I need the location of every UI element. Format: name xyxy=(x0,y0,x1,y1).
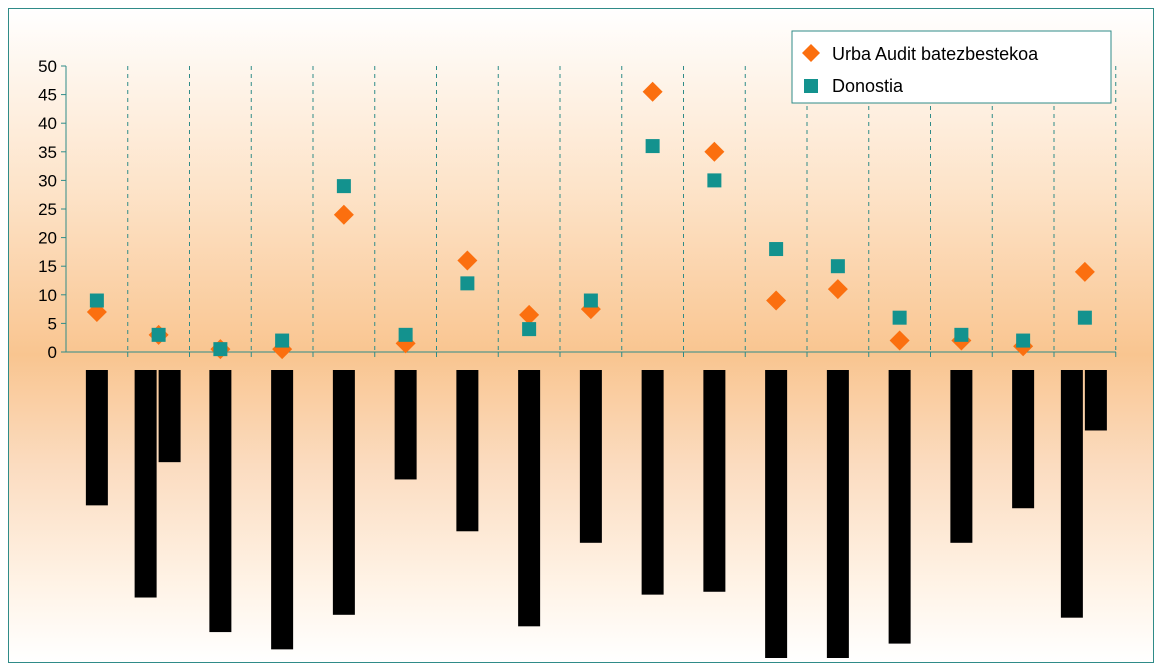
point-donostia xyxy=(707,173,722,188)
legend: Urba Audit batezbestekoa Donostia xyxy=(791,30,1112,104)
point-donostia xyxy=(583,293,598,308)
bar xyxy=(579,370,602,543)
point-donostia xyxy=(336,179,351,194)
bar xyxy=(158,370,181,463)
bar xyxy=(765,370,788,658)
bar xyxy=(641,370,664,595)
point-urba-audit xyxy=(889,330,910,351)
bar xyxy=(85,370,108,506)
y-tick-label: 25 xyxy=(38,200,57,219)
bar xyxy=(950,370,973,543)
point-urba-audit xyxy=(519,304,540,325)
point-donostia xyxy=(769,242,784,257)
y-tick-label: 5 xyxy=(48,314,57,333)
y-tick-label: 50 xyxy=(38,57,57,76)
legend-label-urba-audit: Urba Audit batezbestekoa xyxy=(832,44,1039,64)
y-tick-label: 20 xyxy=(38,229,57,248)
y-tick-label: 35 xyxy=(38,143,57,162)
point-donostia xyxy=(1016,333,1031,348)
point-donostia xyxy=(522,322,537,337)
y-tick-label: 15 xyxy=(38,257,57,276)
bar xyxy=(134,370,157,598)
bar xyxy=(703,370,726,592)
point-donostia xyxy=(892,310,907,325)
point-donostia xyxy=(1077,310,1092,325)
y-tick-label: 10 xyxy=(38,286,57,305)
bar xyxy=(888,370,911,644)
point-urba-audit xyxy=(333,204,354,225)
y-tick-label: 40 xyxy=(38,114,57,133)
bar xyxy=(456,370,479,532)
bars-below-axis xyxy=(85,370,1107,658)
bar xyxy=(826,370,849,658)
bar xyxy=(1012,370,1035,509)
legend-marker-diamond xyxy=(802,44,820,62)
point-donostia xyxy=(460,276,475,291)
point-donostia xyxy=(398,327,413,342)
bar xyxy=(518,370,541,627)
axes: 0 5 10 15 20 25 30 35 40 45 50 xyxy=(38,57,1117,362)
chart-frame: 0 5 10 15 20 25 30 35 40 45 50 Urba Audit batezbes… xyxy=(8,8,1154,663)
series-markers xyxy=(86,81,1095,360)
y-tick-label: 30 xyxy=(38,171,57,190)
y-tick-label: 45 xyxy=(38,86,57,105)
grid-lines xyxy=(127,66,1117,352)
legend-marker-square xyxy=(804,79,818,93)
bar xyxy=(394,370,417,480)
point-urba-audit xyxy=(642,81,663,102)
point-urba-audit xyxy=(457,250,478,271)
legend-label-donostia: Donostia xyxy=(832,76,904,96)
point-donostia xyxy=(151,327,166,342)
point-donostia xyxy=(275,333,290,348)
y-tick-label: 0 xyxy=(48,343,57,362)
point-donostia xyxy=(830,259,845,274)
point-urba-audit xyxy=(766,290,787,311)
bar xyxy=(332,370,355,615)
bar xyxy=(209,370,232,633)
point-urba-audit xyxy=(827,279,848,300)
point-donostia xyxy=(645,139,660,154)
legend-box xyxy=(791,30,1112,104)
chart-svg: 0 5 10 15 20 25 30 35 40 45 50 Urba Audit batezbes… xyxy=(38,30,1117,658)
point-donostia xyxy=(213,342,228,357)
point-urba-audit xyxy=(1074,261,1095,282)
point-donostia xyxy=(89,293,104,308)
point-donostia xyxy=(954,327,969,342)
bar xyxy=(1084,370,1107,431)
point-urba-audit xyxy=(704,141,725,162)
bar xyxy=(1060,370,1083,618)
bar xyxy=(271,370,294,650)
